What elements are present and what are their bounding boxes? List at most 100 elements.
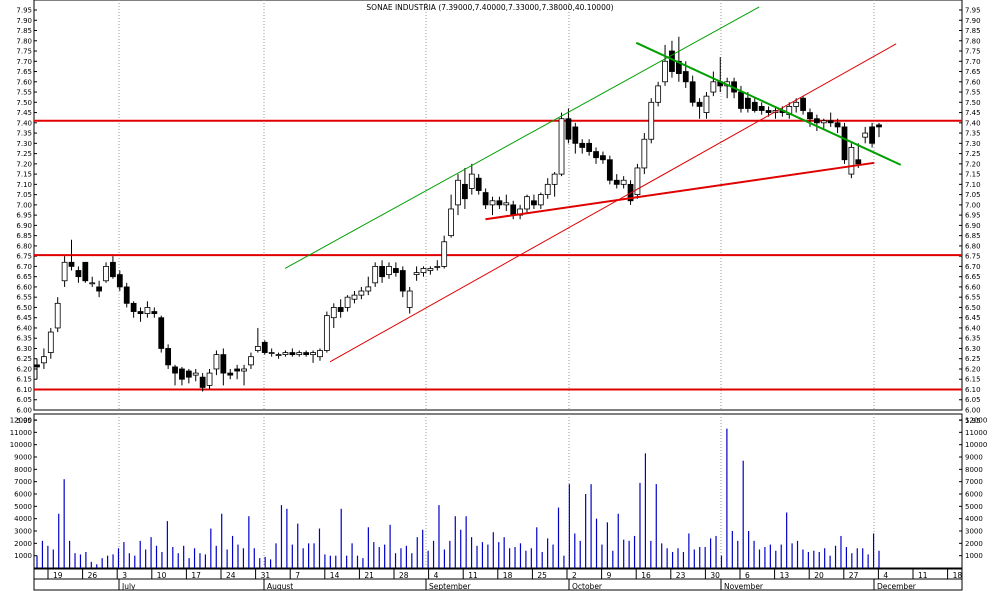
price-tick-label-left: 7.05 — [16, 191, 32, 199]
date-label: 28 — [399, 571, 409, 580]
candle-body — [579, 142, 586, 148]
volume-tick-label-left: 11000 — [10, 429, 32, 437]
volume-tick-label-left: 4000 — [14, 515, 32, 523]
candle-body — [827, 120, 834, 124]
month-label: July — [121, 582, 136, 591]
price-tick-label-right: 6.75 — [965, 253, 981, 261]
candle-body — [675, 60, 682, 74]
price-tick-label-left: 6.25 — [16, 355, 32, 363]
price-tick-label-right: 6.70 — [965, 263, 981, 271]
candle-body — [551, 173, 558, 185]
price-tick-label-right: 7.40 — [965, 119, 981, 127]
price-tick-label-right: 7.35 — [965, 130, 981, 138]
candle-body — [606, 159, 613, 181]
candle-body — [696, 101, 703, 107]
price-tick-label-left: 7.35 — [16, 130, 32, 138]
price-tick-label-left: 7.65 — [16, 68, 32, 76]
price-tick-label-right: 7.75 — [965, 48, 981, 56]
candle-body — [192, 372, 199, 376]
candle-body — [261, 341, 268, 353]
candle-body — [393, 268, 399, 273]
date-label: 11 — [468, 571, 478, 580]
date-label: 6 — [745, 571, 750, 580]
candle-body — [682, 71, 689, 83]
candle-body — [593, 151, 599, 159]
volume-tick-label-right: 7000 — [965, 478, 983, 486]
candle-body — [406, 290, 413, 308]
price-tick-label-right: 6.50 — [965, 304, 981, 312]
candle-body — [565, 118, 572, 140]
candle-body — [586, 142, 593, 152]
date-label: 2 — [572, 571, 577, 580]
candle-body — [41, 356, 47, 364]
candle-body — [496, 200, 503, 206]
candle-body — [537, 194, 544, 206]
price-tick-label-right: 7.95 — [965, 7, 981, 15]
candle-body — [758, 106, 765, 111]
price-tick-label-left: 6.95 — [16, 212, 32, 220]
candle-body — [468, 173, 475, 189]
candle-body — [34, 364, 40, 368]
candle-body — [213, 354, 220, 370]
price-tick-label-right: 7.25 — [965, 150, 981, 158]
candle-body — [199, 376, 206, 388]
candle-body — [869, 126, 875, 144]
candle-body — [61, 261, 68, 282]
price-tick-label-right: 7.05 — [965, 191, 981, 199]
month-label: November — [724, 582, 764, 591]
price-tick-label-left: 6.75 — [16, 253, 32, 261]
price-tick-label-left: 7.75 — [16, 48, 32, 56]
price-tick-label-left: 6.65 — [16, 273, 32, 281]
price-tick-label-right: 6.90 — [965, 222, 981, 230]
price-tick-label-left: 7.45 — [16, 109, 32, 117]
candle-body — [296, 352, 303, 356]
date-label: 4 — [883, 571, 888, 580]
candle-body — [151, 311, 158, 314]
candle-body — [862, 132, 869, 138]
price-tick-label-right: 6.15 — [965, 376, 981, 384]
volume-tick-label-left: 6000 — [14, 491, 32, 499]
candle-body — [800, 97, 806, 111]
price-tick-label-left: 6.45 — [16, 314, 32, 322]
candle-body — [689, 81, 696, 103]
price-tick-label-left: 7.90 — [16, 17, 32, 25]
price-tick-label-right: 6.20 — [965, 365, 981, 373]
date-label: 21 — [364, 571, 374, 580]
price-tick-label-right: 6.35 — [965, 335, 981, 343]
candle-body — [441, 241, 448, 267]
date-label: 20 — [814, 571, 824, 580]
candle-body — [137, 311, 144, 314]
candle-body — [420, 268, 427, 273]
candle-body — [648, 101, 655, 140]
price-tick-label-right: 7.30 — [965, 140, 981, 148]
price-tick-label-right: 5.95 — [965, 417, 981, 425]
price-tick-label-left: 7.20 — [16, 160, 32, 168]
candle-body — [765, 110, 772, 113]
price-tick-label-left: 7.60 — [16, 78, 32, 86]
price-tick-label-left: 6.80 — [16, 242, 32, 250]
date-label: 24 — [226, 571, 236, 580]
price-tick-label-left: 7.70 — [16, 58, 32, 66]
price-tick-label-left: 6.85 — [16, 232, 32, 240]
candle-body — [234, 368, 241, 372]
date-label: 10 — [157, 571, 167, 580]
price-tick-label-right: 6.80 — [965, 242, 981, 250]
price-tick-label-right: 7.55 — [965, 89, 981, 97]
price-tick-label-left: 7.50 — [16, 99, 32, 107]
candle-body — [144, 307, 151, 314]
price-tick-label-right: 6.45 — [965, 314, 981, 322]
candle-body — [227, 372, 234, 376]
price-tick-label-left: 6.50 — [16, 304, 32, 312]
candle-body — [89, 282, 96, 285]
price-tick-label-right: 7.15 — [965, 171, 981, 179]
candle-body — [572, 126, 579, 144]
price-tick-label-right: 7.70 — [965, 58, 981, 66]
trend-line — [635, 41, 902, 166]
price-tick-label-left: 7.00 — [16, 201, 32, 209]
candle-body — [330, 307, 337, 319]
date-label: 27 — [849, 571, 859, 580]
candle-body — [282, 352, 289, 356]
candle-body — [662, 60, 668, 83]
candle-body — [613, 179, 620, 185]
candle-body — [351, 294, 358, 300]
